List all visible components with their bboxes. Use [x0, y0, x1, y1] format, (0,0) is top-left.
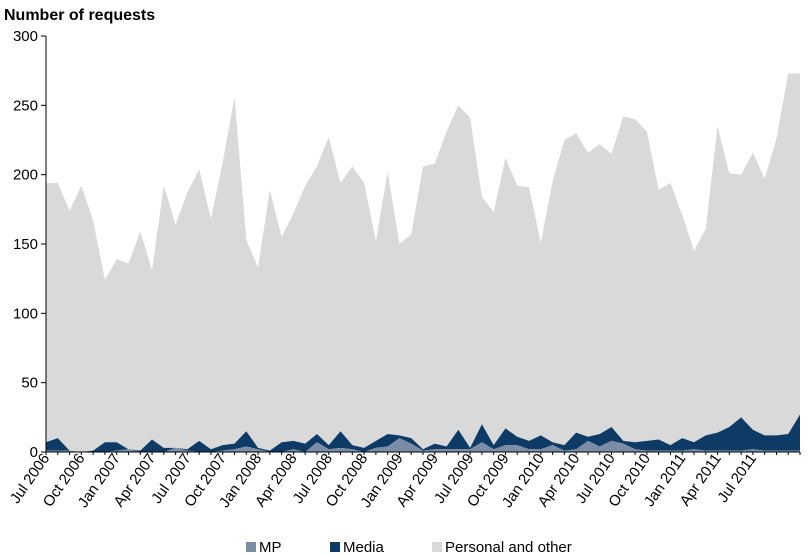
y-axis: 0 50 100 150 200 250 300 [13, 28, 47, 461]
y-tick-label: 250 [13, 97, 38, 114]
legend-label-mp: MP [259, 539, 282, 556]
y-axis-title: Number of requests [4, 7, 155, 24]
legend-swatch-media [330, 542, 340, 552]
y-tick-label: 100 [13, 305, 38, 322]
legend-swatch-mp [246, 542, 256, 552]
area-series-group [46, 73, 800, 452]
y-tick-label: 300 [13, 28, 38, 45]
y-tick-label: 50 [21, 375, 38, 392]
area-mp [46, 438, 800, 452]
area-media [46, 414, 800, 452]
legend: MP Media Personal and other [246, 539, 572, 556]
y-tick-label: 150 [13, 236, 38, 253]
legend-label-personal-and-other: Personal and other [445, 539, 572, 556]
legend-swatch-personal-and-other [432, 542, 442, 552]
y-tick-label: 0 [30, 444, 38, 461]
y-tick-label: 200 [13, 167, 38, 184]
legend-label-media: Media [343, 539, 385, 556]
area-personal-and-other [46, 73, 800, 452]
